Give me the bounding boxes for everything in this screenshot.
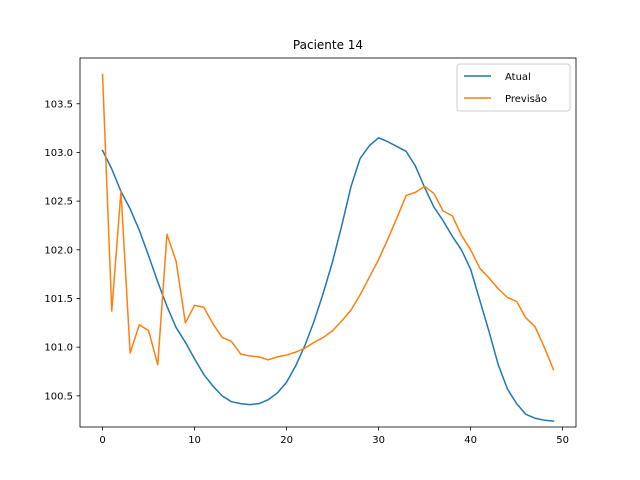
y-tick-label: 100.5: [44, 391, 73, 402]
y-tick-label: 102.5: [44, 197, 73, 208]
legend: Atual Previsão: [456, 63, 571, 112]
y-tick-label: 101.5: [44, 294, 73, 305]
y-axis: 100.5 101.0 101.5 102.0 102.5 103.0 103.5: [44, 99, 80, 402]
series-line-atual: [101, 137, 555, 422]
y-tick-label: 103.0: [44, 148, 73, 159]
y-tick-label: 103.5: [44, 99, 73, 110]
chart-title: Paciente 14: [293, 38, 363, 52]
y-tick-label: 101.0: [44, 343, 73, 354]
x-tick-label: 0: [99, 435, 105, 446]
legend-label-previsao: Previsão: [505, 94, 547, 105]
plot-frame: [79, 57, 577, 428]
x-tick-label: 10: [188, 435, 201, 446]
x-tick-label: 30: [372, 435, 385, 446]
series-line-previsao: [101, 73, 555, 371]
legend-label-atual: Atual: [505, 72, 531, 83]
plot-area: [101, 73, 555, 422]
x-axis: 0 10 20 30 40 50: [99, 427, 569, 446]
x-tick-label: 50: [556, 435, 569, 446]
x-tick-label: 20: [280, 435, 293, 446]
y-tick-label: 102.0: [44, 245, 73, 256]
x-tick-label: 40: [464, 435, 477, 446]
